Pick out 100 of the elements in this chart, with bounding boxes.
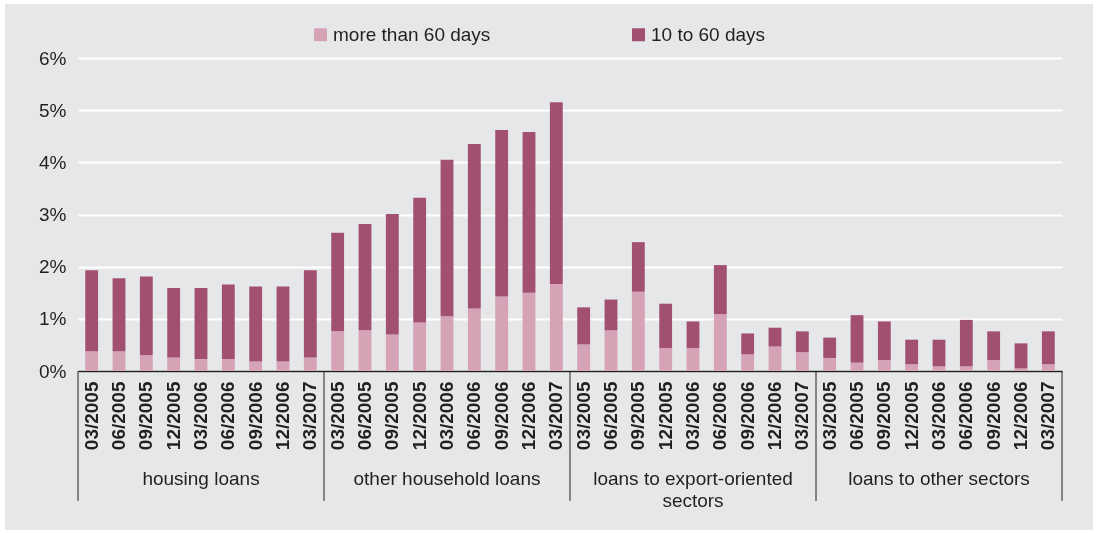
bar <box>631 242 645 292</box>
bar <box>495 129 509 297</box>
bar <box>413 197 427 323</box>
x-tick-label: 12/2005 <box>408 381 430 451</box>
bar <box>139 355 153 371</box>
x-tick-label: 03/2006 <box>928 381 949 451</box>
legend-label: 10 to 60 days <box>651 23 766 45</box>
bar <box>713 265 727 315</box>
x-tick-label: 09/2006 <box>244 381 266 451</box>
bar <box>604 330 618 371</box>
bar <box>795 352 809 371</box>
bar <box>959 319 973 367</box>
bar <box>877 321 891 361</box>
bar <box>959 366 973 371</box>
x-tick-label: 09/2005 <box>873 381 895 451</box>
bar <box>167 357 181 371</box>
x-tick-label: 03/2005 <box>818 381 840 451</box>
x-tick-label: 12/2006 <box>272 381 293 451</box>
x-tick-label: 12/2006 <box>518 381 539 451</box>
bar <box>440 316 454 371</box>
x-tick-label: 03/2006 <box>190 381 211 451</box>
bar <box>1041 364 1055 371</box>
bar <box>741 333 755 355</box>
y-tick-label: 6% <box>39 47 67 69</box>
x-tick-label: 12/2005 <box>900 381 922 451</box>
bar <box>686 348 700 371</box>
bar <box>413 322 427 371</box>
bar <box>877 360 891 371</box>
bar <box>221 359 235 371</box>
bar <box>85 270 99 352</box>
bar <box>659 303 673 349</box>
bar <box>249 361 263 371</box>
bar <box>659 348 673 371</box>
bar <box>795 331 809 353</box>
x-tick-label: 09/2005 <box>381 381 403 451</box>
bar <box>686 321 700 349</box>
bar <box>713 314 727 371</box>
x-tick-label: 09/2005 <box>135 381 157 451</box>
bar <box>303 270 317 358</box>
bar <box>194 288 208 359</box>
bar <box>549 102 563 284</box>
text: housing loans <box>142 468 260 489</box>
bar <box>577 307 591 345</box>
bar <box>303 357 317 371</box>
bar <box>850 315 864 363</box>
bar <box>549 283 563 371</box>
x-tick-label: 06/2006 <box>709 381 731 451</box>
bar <box>987 360 1001 371</box>
bar <box>850 362 864 371</box>
x-tick-label: 06/2005 <box>108 381 129 451</box>
x-tick-label: 06/2006 <box>217 381 239 451</box>
y-tick-label: 4% <box>39 151 67 173</box>
y-tick-label: 3% <box>39 204 67 225</box>
bar <box>905 364 919 371</box>
x-tick-label: 09/2005 <box>627 381 649 451</box>
bar <box>440 159 454 317</box>
text: loans to other sectors <box>848 468 1030 489</box>
bar <box>467 308 481 371</box>
bar <box>932 366 946 371</box>
x-tick-label: 06/2005 <box>600 381 621 451</box>
bar <box>604 299 618 331</box>
bar <box>741 354 755 371</box>
x-tick-label: 09/2006 <box>982 381 1004 451</box>
bar <box>768 327 782 347</box>
bar <box>358 223 372 331</box>
bar <box>577 344 591 371</box>
bar <box>932 339 946 367</box>
bar <box>522 132 536 293</box>
x-tick-label: 03/2005 <box>80 381 102 451</box>
bar <box>112 351 126 371</box>
bar <box>167 288 181 358</box>
x-tick-label: 03/2007 <box>299 381 321 451</box>
x-tick-label: 03/2006 <box>682 381 703 451</box>
x-tick-label: 06/2006 <box>463 381 485 451</box>
x-tick-label: 09/2006 <box>736 381 758 451</box>
y-tick-label: 5% <box>39 99 67 121</box>
bar <box>358 330 372 371</box>
bar <box>249 286 263 362</box>
bar <box>631 291 645 371</box>
bar <box>522 292 536 371</box>
y-tick-label: 1% <box>39 308 67 330</box>
x-tick-label: 03/2007 <box>791 381 813 451</box>
x-tick-label: 12/2006 <box>764 381 785 451</box>
x-tick-label: 12/2005 <box>654 381 676 451</box>
y-tick-label: 0% <box>39 360 67 382</box>
bar <box>112 278 126 352</box>
bar <box>221 284 235 359</box>
x-tick-label: 03/2006 <box>436 381 457 451</box>
bar <box>276 286 290 362</box>
x-tick-label: 03/2007 <box>1037 381 1059 451</box>
bar <box>1014 343 1028 369</box>
bar <box>194 359 208 371</box>
bar <box>1041 331 1055 365</box>
text: other household loans <box>353 468 541 489</box>
bar <box>385 334 399 371</box>
x-tick-label: 06/2006 <box>955 381 977 451</box>
x-tick-label: 06/2005 <box>846 381 867 451</box>
bar <box>139 276 153 356</box>
bar <box>987 331 1001 361</box>
bar <box>768 346 782 371</box>
